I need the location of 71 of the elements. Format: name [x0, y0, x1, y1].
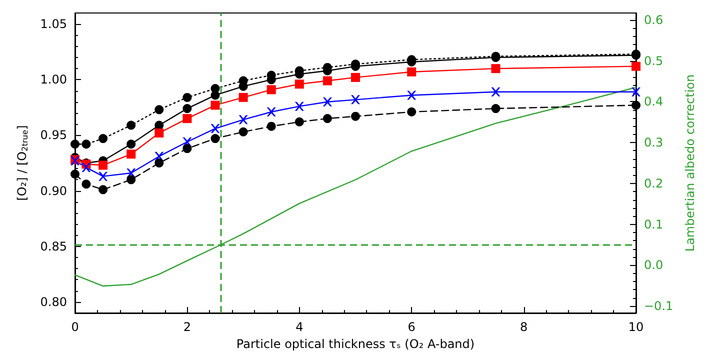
point — [98, 185, 108, 194]
point — [98, 160, 108, 170]
x-tick-label: 0 — [71, 320, 79, 334]
point — [491, 87, 500, 96]
point — [491, 104, 500, 114]
point — [322, 114, 332, 124]
point — [322, 97, 332, 106]
point — [126, 175, 136, 184]
point — [632, 100, 640, 110]
point — [407, 90, 416, 100]
y-tick-label: 1.05 — [40, 17, 67, 32]
point — [407, 67, 416, 76]
point — [210, 134, 220, 144]
point — [210, 90, 220, 100]
point — [154, 158, 164, 168]
y-tick-label: 0.95 — [40, 128, 67, 142]
y2-tick-label: 0.5 — [644, 54, 664, 68]
y2-axis-title: Lambertian albedo correction — [683, 74, 698, 252]
point — [98, 172, 108, 181]
x-tick-label: 8 — [520, 320, 528, 334]
point — [182, 144, 192, 154]
point — [351, 72, 360, 82]
point — [70, 170, 80, 179]
y-tick-label: 0.85 — [40, 239, 67, 254]
point — [351, 112, 360, 121]
point — [491, 64, 500, 74]
y2-tick-label: 0.0 — [644, 258, 664, 272]
y2-tick-label: 0.1 — [644, 217, 664, 232]
y-tick-label: 1.00 — [40, 72, 67, 87]
point — [266, 122, 276, 131]
x-tick-label: 4 — [296, 320, 304, 334]
y2-tick-label: 0.6 — [644, 12, 664, 27]
point — [294, 80, 304, 89]
y-axis-title: [O₂] / [O2true] — [15, 125, 30, 201]
x-tick-label: 10 — [628, 320, 644, 334]
y2-tick-label: 0.2 — [644, 176, 664, 190]
point — [238, 115, 248, 124]
x-tick-label: 2 — [183, 320, 192, 334]
point — [82, 180, 91, 189]
point — [82, 162, 91, 172]
y-tick-label: 0.90 — [40, 184, 67, 198]
point — [154, 105, 164, 114]
point — [126, 120, 136, 130]
point — [294, 117, 304, 126]
point — [632, 87, 640, 96]
point — [182, 114, 192, 124]
point — [70, 140, 80, 149]
point — [210, 124, 220, 134]
point — [351, 95, 360, 104]
x-tick-label: 6 — [408, 320, 416, 334]
point — [126, 150, 136, 159]
point — [294, 102, 304, 111]
y2-tick-label: 0.3 — [644, 136, 664, 150]
point — [407, 107, 416, 116]
y2-tick-label: 0.4 — [644, 94, 664, 109]
point — [238, 92, 248, 102]
point — [182, 92, 192, 102]
x-axis-title: Particle optical thickness τₛ (O₂ A-band) — [236, 336, 475, 351]
point — [238, 127, 248, 136]
point — [126, 140, 136, 149]
point — [210, 100, 220, 110]
point — [82, 140, 91, 149]
y-tick-label: 0.80 — [40, 294, 67, 309]
point — [632, 62, 640, 71]
point — [154, 128, 164, 138]
point — [182, 104, 192, 114]
point — [266, 107, 276, 116]
point — [98, 134, 108, 144]
point — [266, 85, 276, 94]
y2-tick-label: −0.1 — [644, 299, 674, 314]
point — [322, 76, 332, 86]
